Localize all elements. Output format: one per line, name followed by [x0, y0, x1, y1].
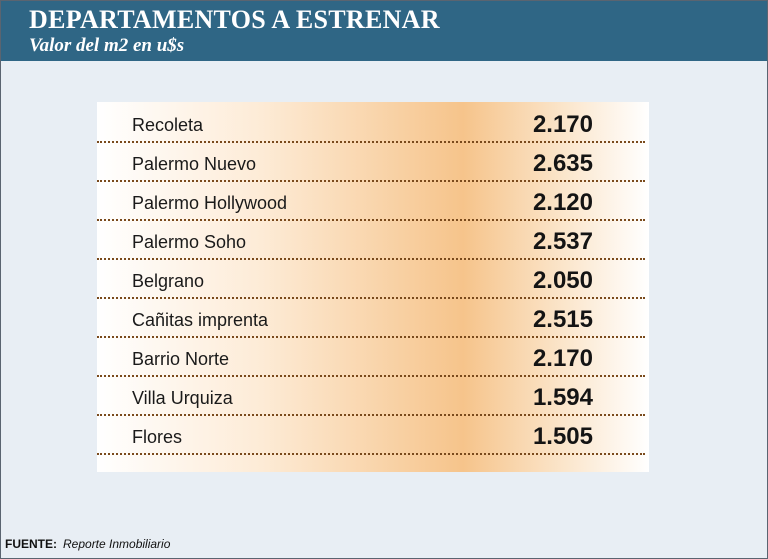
neighborhood-label: Barrio Norte: [132, 349, 230, 369]
dotted-separator: [97, 375, 645, 377]
value-column-bg: [463, 102, 649, 472]
table-row: Flores 1.505: [97, 416, 649, 455]
neighborhood-label: Recoleta: [132, 115, 204, 135]
price-value: 2.537: [532, 228, 593, 255]
neighborhood-label: Belgrano: [132, 271, 205, 291]
price-value: 2.170: [532, 345, 593, 372]
price-value: 2.635: [532, 150, 593, 177]
dotted-separator: [97, 453, 645, 455]
neighborhood-label: Palermo Nuevo: [132, 154, 257, 174]
table-row: Villa Urquiza 1.594: [97, 377, 649, 416]
neighborhood-label: Palermo Soho: [132, 232, 247, 252]
chart-subtitle: Valor del m2 en u$s: [29, 35, 185, 56]
neighborhood-label: Flores: [132, 427, 183, 447]
price-value: 2.120: [532, 189, 593, 216]
table-row: Belgrano 2.050: [97, 260, 649, 299]
price-value: 2.050: [532, 267, 593, 294]
price-value: 2.170: [532, 111, 593, 138]
table-row: Barrio Norte 2.170: [97, 338, 649, 377]
table-row: Palermo Hollywood 2.120: [97, 182, 649, 221]
price-value: 2.515: [532, 306, 593, 333]
source-label: FUENTE:: [5, 537, 57, 551]
neighborhood-label: Cañitas imprenta: [132, 310, 269, 330]
header-bar: DEPARTAMENTOS A ESTRENAR Valor del m2 en…: [1, 1, 767, 61]
table-row: Palermo Nuevo 2.635: [97, 143, 649, 182]
dotted-separator: [97, 297, 645, 299]
table-row: Palermo Soho 2.537: [97, 221, 649, 260]
price-table: Recoleta 2.170 Palermo Nuevo 2.635 Palermo H…: [97, 102, 649, 472]
dotted-separator: [97, 219, 645, 221]
neighborhood-label: Villa Urquiza: [132, 388, 233, 408]
chart-title: DEPARTAMENTOS A ESTRENAR: [29, 5, 440, 34]
price-value: 1.594: [532, 384, 593, 411]
price-value: 1.505: [532, 423, 593, 450]
source-note: FUENTE: Reporte Inmobiliario: [5, 537, 170, 551]
table-row: Recoleta 2.170: [97, 104, 649, 143]
source-text: Reporte Inmobiliario: [63, 537, 171, 551]
table-row: Cañitas imprenta 2.515: [97, 299, 649, 338]
label-column-bg: [97, 102, 463, 472]
dotted-separator: [97, 180, 645, 182]
dotted-separator: [97, 336, 645, 338]
dotted-separator: [97, 414, 645, 416]
dotted-separator: [97, 141, 645, 143]
neighborhood-label: Palermo Hollywood: [132, 193, 288, 213]
dotted-separator: [97, 258, 645, 260]
